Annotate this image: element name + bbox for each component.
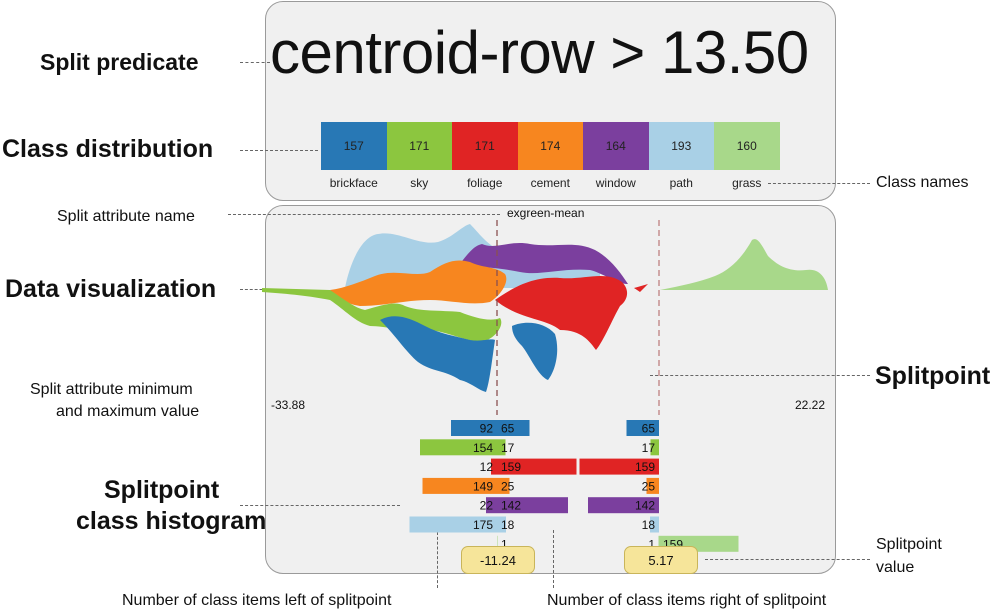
hist-count-right-0-cement: 25 bbox=[501, 479, 515, 493]
leader-distribution bbox=[240, 150, 318, 151]
split-predicate-label: Split predicate bbox=[40, 49, 199, 75]
stream-grass bbox=[660, 239, 828, 290]
splitpoint-value-1[interactable]: -11.24 bbox=[461, 546, 535, 574]
attribute-max-value: 22.22 bbox=[795, 398, 826, 412]
stream-foliage bbox=[495, 275, 648, 350]
minmax-label-line2: and maximum value bbox=[56, 403, 200, 420]
class-names-label: Class names bbox=[876, 174, 969, 191]
hist-count-right-0-path: 18 bbox=[501, 518, 515, 532]
hist-count-left-0-sky: 154 bbox=[473, 441, 493, 455]
hist-bar-left-0-sky bbox=[420, 439, 497, 456]
stream-sky bbox=[262, 288, 502, 342]
hist-count-left-0-brickface: 92 bbox=[480, 422, 494, 436]
class-distribution-label: Class distribution bbox=[2, 135, 214, 163]
hist-count-right-0-grass: 1 bbox=[501, 537, 508, 551]
leader-predicate bbox=[240, 62, 270, 63]
class-name-foliage: foliage bbox=[467, 176, 503, 190]
histogram-label-line2: class histogram bbox=[76, 507, 267, 535]
hist-bar-left-1-grass bbox=[658, 535, 659, 552]
split-attribute-name-label: Split attribute name bbox=[57, 208, 195, 225]
leader-splitpoint bbox=[650, 375, 870, 376]
splitpoint-value-label-line1: Splitpoint bbox=[876, 536, 942, 553]
hist-count-left-1-sky: 17 bbox=[642, 441, 656, 455]
hist-count-left-0-cement: 149 bbox=[473, 479, 493, 493]
hist-count-left-0-foliage: 12 bbox=[480, 460, 494, 474]
hist-bar-right-0-path bbox=[497, 516, 506, 533]
hist-bar-left-0-brickface bbox=[451, 420, 497, 436]
hist-count-left-1-grass: 1 bbox=[648, 537, 655, 551]
hist-bar-right-0-cement bbox=[497, 477, 510, 494]
class-name-grass: grass bbox=[732, 176, 762, 190]
hist-count-right-0-window: 142 bbox=[501, 499, 521, 513]
hist-bar-left-1-sky bbox=[650, 439, 659, 456]
stream-window bbox=[455, 243, 628, 285]
leader-class-names bbox=[768, 183, 870, 184]
class-name-path: path bbox=[669, 176, 693, 190]
stream-brickface bbox=[380, 316, 558, 392]
split-attribute-name: exgreen-mean bbox=[507, 206, 585, 220]
hist-count-left-0-path: 175 bbox=[473, 518, 493, 532]
class-count-brickface: 157 bbox=[321, 122, 387, 170]
leader-attribute-name bbox=[228, 214, 500, 215]
class-count-sky: 171 bbox=[386, 122, 452, 170]
hist-bar-left-1-foliage bbox=[579, 458, 659, 475]
histogram-label-line1: Splitpoint bbox=[104, 476, 220, 504]
splitpoint-value-label-line2: value bbox=[876, 559, 915, 576]
hist-count-left-1-cement: 25 bbox=[642, 479, 656, 493]
items-right-label: Number of class items right of splitpoin… bbox=[547, 592, 827, 609]
class-name-cement: cement bbox=[530, 176, 570, 190]
class-count-path: 193 bbox=[648, 122, 714, 170]
class-name-sky: sky bbox=[410, 176, 429, 190]
hist-count-right-0-brickface: 65 bbox=[501, 422, 515, 436]
hist-count-right-0-sky: 17 bbox=[501, 441, 515, 455]
hist-bar-left-0-window bbox=[486, 497, 497, 514]
hist-count-left-1-window: 142 bbox=[635, 499, 655, 513]
class-name-brickface: brickface bbox=[329, 176, 378, 190]
class-count-foliage: 171 bbox=[452, 122, 518, 170]
class-count-grass: 160 bbox=[714, 122, 780, 170]
hist-bar-left-1-window bbox=[588, 497, 659, 514]
hist-bar-right-0-sky bbox=[497, 439, 506, 456]
stream-cement bbox=[330, 260, 507, 306]
hist-count-right-0-foliage: 159 bbox=[501, 460, 521, 474]
hist-count-left-1-brickface: 65 bbox=[642, 422, 656, 436]
hist-count-left-0-window: 22 bbox=[480, 499, 494, 513]
class-count-window: 164 bbox=[583, 122, 649, 170]
hist-bar-right-0-grass bbox=[497, 535, 498, 552]
data-visualization-label: Data visualization bbox=[5, 275, 217, 303]
hist-bar-left-0-path bbox=[409, 516, 497, 533]
hist-count-left-1-path: 18 bbox=[642, 518, 656, 532]
hist-count-left-1-foliage: 159 bbox=[635, 460, 655, 474]
leader-items-left bbox=[437, 532, 438, 588]
hist-bar-left-0-cement bbox=[422, 477, 497, 494]
hist-bar-right-0-window bbox=[497, 497, 568, 514]
hist-bar-left-1-path bbox=[650, 516, 659, 533]
minmax-label-line1: Split attribute minimum bbox=[30, 381, 193, 398]
attribute-min-value: -33.88 bbox=[271, 398, 306, 412]
leader-items-right bbox=[553, 530, 554, 588]
class-name-window: window bbox=[595, 176, 636, 190]
class-count-cement: 174 bbox=[517, 122, 583, 170]
leader-splitpoint-value bbox=[705, 559, 870, 560]
splitpoint-value-2[interactable]: 5.17 bbox=[624, 546, 698, 574]
leader-histogram bbox=[240, 505, 400, 506]
hist-bar-left-1-cement bbox=[646, 477, 659, 494]
hist-bar-left-1-brickface bbox=[626, 420, 659, 436]
items-left-label: Number of class items left of splitpoint bbox=[122, 592, 392, 609]
splitpoint-label: Splitpoint bbox=[875, 362, 991, 390]
hist-bar-left-0-foliage bbox=[491, 458, 497, 475]
leader-data-visualization bbox=[240, 289, 282, 290]
split-predicate-text: centroid-row > 13.50 bbox=[270, 19, 809, 86]
hist-bar-right-0-brickface bbox=[497, 420, 530, 436]
hist-bar-right-0-foliage bbox=[497, 458, 577, 475]
